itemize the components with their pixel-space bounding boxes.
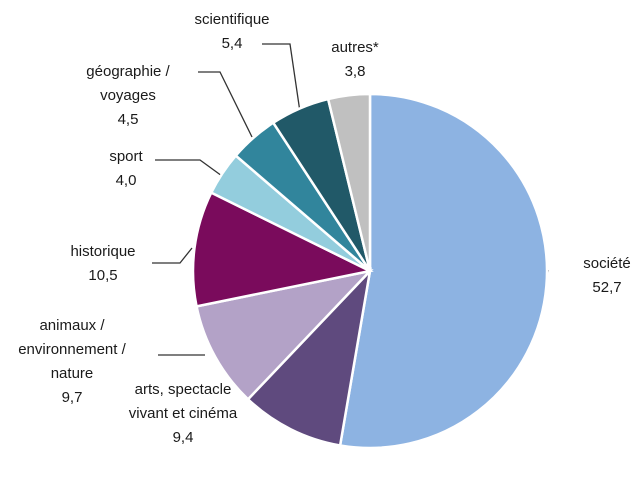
category-label: géographie / voyages (86, 63, 170, 104)
category-label: scientifique (194, 11, 270, 28)
pie-slice (191, 190, 374, 308)
value-label: 10,5 (88, 267, 118, 284)
leader-line (262, 43, 301, 113)
leader-line (155, 159, 223, 177)
slice-label: arts, spectacle vivant et cinéma 9,4 (118, 378, 248, 450)
slice-label: sport 4,0 (86, 145, 166, 193)
pie-slice (338, 92, 549, 450)
value-label: 9,7 (61, 389, 83, 406)
slice-label: autres* 3,8 (315, 36, 395, 84)
value-label: 5,4 (221, 35, 243, 52)
category-label: sport (109, 148, 143, 165)
slice-label: animaux / environnement / nature 9,7 (0, 314, 147, 410)
category-label: autres* (331, 39, 379, 56)
value-label: 4,0 (115, 172, 137, 189)
leader-line (152, 247, 193, 264)
pie-slice (326, 92, 372, 272)
pie-slice (195, 268, 374, 402)
value-label: 3,8 (344, 63, 366, 80)
category-label: historique (70, 243, 136, 260)
pie-slice (246, 267, 372, 447)
category-label: arts, spectacle vivant et cinéma (128, 381, 238, 422)
slice-label: historique 10,5 (48, 240, 158, 288)
value-label: 52,7 (592, 279, 622, 296)
leader-line (198, 71, 253, 138)
category-label: animaux / environnement / nature (18, 317, 126, 382)
category-label: société (583, 255, 631, 272)
slice-label: scientifique 5,4 (177, 8, 287, 56)
slice-label: société 52,7 (562, 252, 638, 300)
value-label: 9,4 (172, 429, 194, 446)
slice-label: géographie / voyages 4,5 (63, 60, 193, 132)
value-label: 4,5 (117, 111, 139, 128)
